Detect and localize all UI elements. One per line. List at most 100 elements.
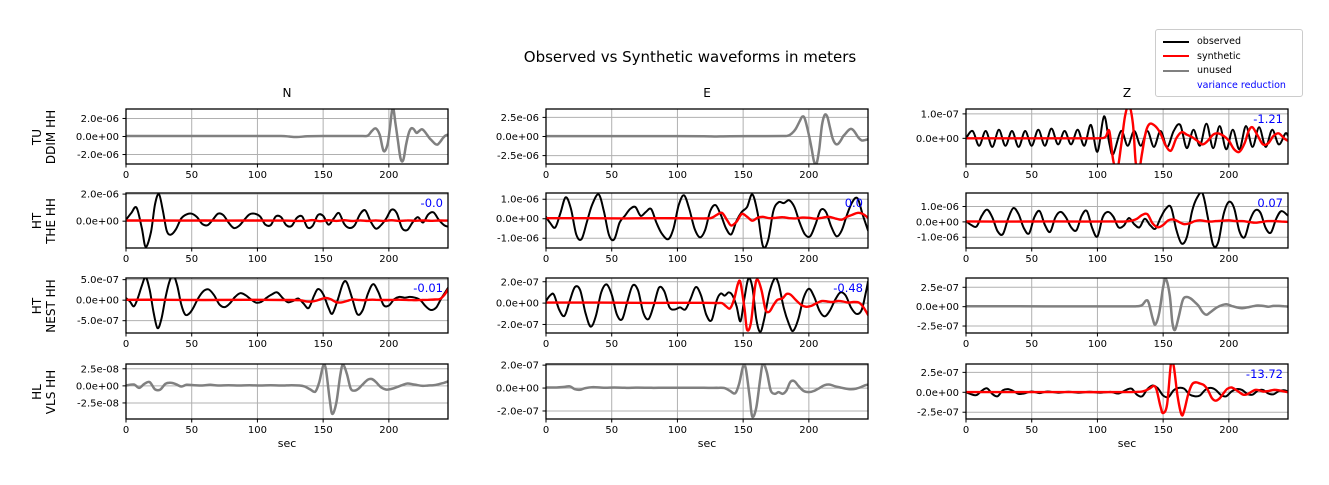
x-tick-label: 0 bbox=[543, 339, 549, 350]
y-tick-label: 2.5e-07 bbox=[921, 283, 959, 294]
x-tick-label: 150 bbox=[734, 425, 753, 436]
x-tick-label: 100 bbox=[248, 254, 267, 265]
trace-unused bbox=[126, 364, 448, 416]
y-tick-label: 5.0e-07 bbox=[81, 275, 119, 286]
legend-item-observed: observed bbox=[1163, 36, 1295, 47]
legend-item-synthetic: synthetic bbox=[1163, 51, 1295, 62]
trace-synthetic bbox=[126, 288, 448, 304]
x-tick-label: 0 bbox=[543, 254, 549, 265]
axes-border bbox=[545, 277, 869, 334]
y-tick-label: 1.0e-06 bbox=[921, 202, 959, 213]
x-tick-label: 0 bbox=[123, 339, 129, 350]
legend-line-sample bbox=[1163, 55, 1189, 57]
x-tick-label: 200 bbox=[1219, 339, 1238, 350]
x-axis-label: sec bbox=[1117, 437, 1137, 450]
x-tick-label: 0 bbox=[123, 254, 129, 265]
x-tick-label: 100 bbox=[1088, 425, 1107, 436]
x-tick-label: 50 bbox=[185, 425, 198, 436]
trace-observed bbox=[966, 193, 1288, 248]
x-tick-label: 100 bbox=[668, 339, 687, 350]
y-tick-label: -2.0e-06 bbox=[77, 150, 119, 161]
x-tick-label: 50 bbox=[185, 254, 198, 265]
y-tick-label: 0.0e+00 bbox=[916, 134, 959, 145]
x-tick-label: 200 bbox=[379, 425, 398, 436]
x-tick-label: 50 bbox=[605, 170, 618, 181]
x-tick-label: 50 bbox=[605, 254, 618, 265]
axes-border bbox=[965, 108, 1289, 165]
y-tick-label: -2.5e-07 bbox=[917, 322, 959, 333]
x-axis-label: sec bbox=[277, 437, 297, 450]
legend-item-variance-reduction: variance reduction bbox=[1163, 80, 1295, 91]
y-tick-label: 2.5e-08 bbox=[81, 364, 119, 375]
y-tick-label: -2.0e-07 bbox=[497, 320, 539, 331]
y-tick-label: 1.0e-06 bbox=[501, 195, 539, 206]
x-tick-label: 150 bbox=[314, 339, 333, 350]
axes-border bbox=[965, 363, 1289, 420]
x-tick-label: 50 bbox=[1025, 254, 1038, 265]
variance-reduction-value: -13.72 bbox=[1246, 367, 1283, 381]
legend-label: observed bbox=[1197, 36, 1242, 47]
y-tick-label: -2.5e-07 bbox=[917, 408, 959, 419]
x-tick-label: 0 bbox=[543, 425, 549, 436]
x-tick-label: 100 bbox=[1088, 254, 1107, 265]
x-tick-label: 50 bbox=[1025, 170, 1038, 181]
waveform-panel-hl-vls-hh-e: 0 50 100 150 200 2.0e-07 0.0e+00 -2.0e-07 bbox=[496, 361, 869, 436]
x-tick-label: 0 bbox=[543, 170, 549, 181]
y-tick-label: 0.0e+00 bbox=[496, 384, 539, 395]
x-tick-label: 50 bbox=[1025, 339, 1038, 350]
x-tick-label: 150 bbox=[1154, 254, 1173, 265]
x-tick-label: 200 bbox=[379, 339, 398, 350]
waveform-panel-ht-the-hh-z: 0 50 100 150 200 1.0e-06 0.0e+00 -1.0e-06 0.07 bbox=[916, 192, 1289, 265]
x-tick-label: 0 bbox=[963, 425, 969, 436]
trace-observed bbox=[546, 278, 868, 333]
y-tick-label: -2.0e-07 bbox=[497, 406, 539, 417]
x-tick-label: 200 bbox=[799, 339, 818, 350]
trace-unused bbox=[966, 278, 1288, 332]
x-tick-label: 150 bbox=[1154, 339, 1173, 350]
y-tick-label: 2.0e-07 bbox=[501, 361, 539, 372]
trace-observed bbox=[546, 193, 868, 248]
x-tick-label: 150 bbox=[1154, 425, 1173, 436]
trace-observed bbox=[966, 115, 1288, 156]
y-tick-label: 0.0e+00 bbox=[916, 217, 959, 228]
legend-line-sample bbox=[1163, 40, 1189, 43]
trace-unused bbox=[126, 109, 448, 163]
x-tick-label: 150 bbox=[734, 170, 753, 181]
column-title-e: E bbox=[703, 86, 711, 100]
legend-line-sample bbox=[1163, 69, 1189, 72]
y-tick-label: 0.0e+00 bbox=[496, 214, 539, 225]
axes-border bbox=[965, 192, 1289, 249]
waveform-panel-ht-the-hh-e: 0 50 100 150 200 1.0e-06 0.0e+00 -1.0e-06 0.0 bbox=[496, 192, 869, 265]
y-tick-label: 1.0e-07 bbox=[921, 109, 959, 120]
legend: observed synthetic unused variance reductio… bbox=[1155, 29, 1303, 97]
y-tick-label: 2.0e-06 bbox=[81, 190, 119, 201]
y-tick-label: 0.0e+00 bbox=[76, 296, 119, 307]
y-tick-label: 0.0e+00 bbox=[76, 381, 119, 392]
variance-reduction-value: -1.21 bbox=[1253, 112, 1283, 126]
x-tick-label: 200 bbox=[379, 170, 398, 181]
x-tick-label: 100 bbox=[668, 170, 687, 181]
y-tick-label: 0.0e+00 bbox=[916, 388, 959, 399]
y-tick-label: 0.0e+00 bbox=[76, 132, 119, 143]
x-tick-label: 200 bbox=[1219, 425, 1238, 436]
legend-label: variance reduction bbox=[1197, 79, 1286, 91]
x-tick-label: 200 bbox=[799, 254, 818, 265]
x-tick-label: 0 bbox=[963, 170, 969, 181]
y-tick-label: 2.5e-07 bbox=[921, 368, 959, 379]
trace-synthetic bbox=[546, 278, 868, 332]
x-axis-label: sec bbox=[697, 437, 717, 450]
variance-reduction-value: 0.0 bbox=[845, 196, 863, 210]
legend-label: synthetic bbox=[1197, 50, 1241, 62]
trace-observed bbox=[126, 278, 448, 330]
axes-border bbox=[125, 192, 449, 249]
waveform-panel-ht-nest-hh-z: 0 50 100 150 200 2.5e-07 0.0e+00 -2.5e-07 bbox=[916, 277, 1289, 350]
waveform-panel-ht-nest-hh-e: 0 50 100 150 200 2.0e-07 0.0e+00 -2.0e-07 -0.48 bbox=[496, 277, 869, 350]
variance-reduction-value: -0.01 bbox=[413, 281, 443, 295]
x-tick-label: 100 bbox=[248, 425, 267, 436]
trace-synthetic bbox=[966, 364, 1288, 417]
y-tick-label: 0.0e+00 bbox=[496, 299, 539, 310]
trace-synthetic bbox=[966, 212, 1288, 229]
x-tick-label: 100 bbox=[668, 425, 687, 436]
waveform-panel-tu-ddim-hh-e: 0 50 100 150 200 2.5e-06 0.0e+00 -2.5e-06 bbox=[496, 108, 869, 181]
